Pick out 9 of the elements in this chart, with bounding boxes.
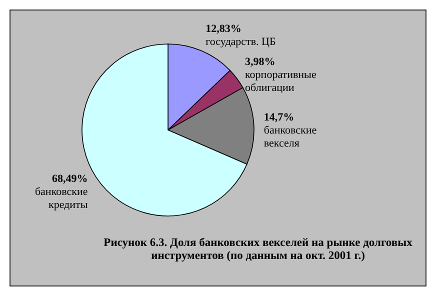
data-label: 12,83% xyxy=(206,23,242,36)
text: Рисунок 6.3. Доля банковских векселей на рынке долговых инструментов (по данным на окт. 2001 г.) xyxy=(104,237,413,262)
data-label: 68,49% xyxy=(52,172,88,185)
data-label: 3,98% xyxy=(245,56,276,68)
data-label: 14,7% xyxy=(264,112,294,124)
slice-label: банковские кредиты xyxy=(34,186,88,211)
slice-label: государств. ЦБ xyxy=(206,36,276,48)
slice-label: корпоративные облигации xyxy=(245,69,316,94)
slice-label: банковские векселя xyxy=(264,124,317,150)
